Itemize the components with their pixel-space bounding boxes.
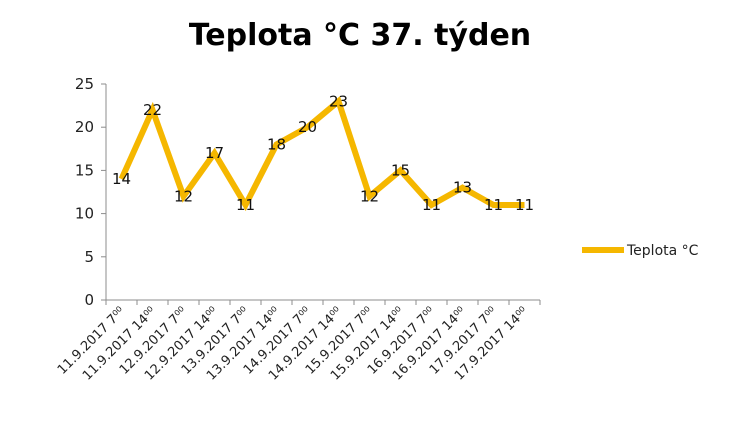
y-tick-label-5: 5 [84,248,94,266]
series-line-0 [118,96,525,212]
y-tick-label-25: 25 [75,75,94,93]
y-tick-label-20: 20 [75,118,94,136]
data-label-1: 22 [143,101,162,119]
y-tick-label-10: 10 [75,205,94,223]
y-tick-label-0: 0 [84,291,94,309]
data-label-4: 11 [236,196,255,214]
data-label-6: 20 [298,118,317,136]
data-label-11: 13 [453,179,472,197]
data-label-3: 17 [205,144,224,162]
data-label-7: 23 [329,92,348,110]
data-label-5: 18 [267,135,286,153]
data-label-9: 15 [391,161,410,179]
data-label-10: 11 [422,196,441,214]
data-label-2: 12 [174,187,193,205]
legend-label-0: Teplota °C [626,243,699,259]
data-label-0: 14 [112,170,131,188]
chart-title: Teplota °C 37. týden [188,18,532,53]
data-label-12: 11 [484,196,503,214]
data-label-13: 11 [515,196,534,214]
y-tick-label-15: 15 [75,161,94,179]
data-label-8: 12 [360,187,379,205]
legend: Teplota °C [582,243,699,259]
data-labels: 14 22 12 17 11 18 20 23 12 15 11 13 11 11 [112,92,534,214]
series-layer [118,96,525,212]
